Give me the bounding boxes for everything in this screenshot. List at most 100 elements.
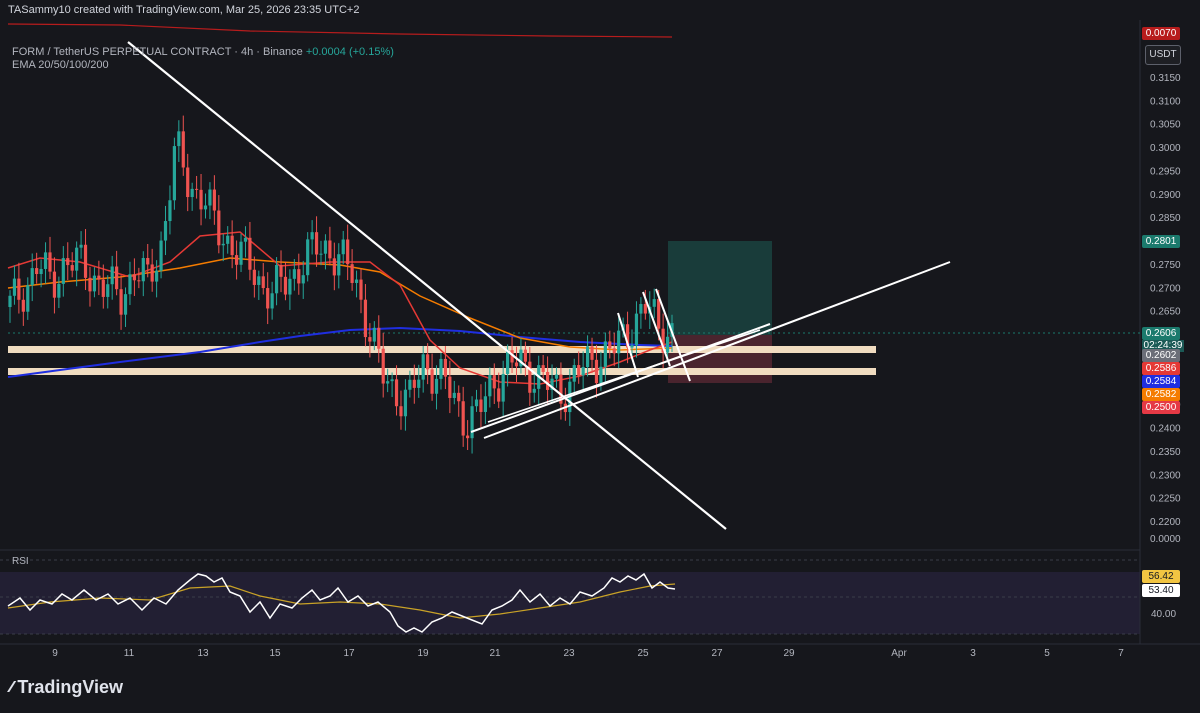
price-axis[interactable]: 0.3150 0.3100 0.3050 0.3000 0.2950 0.2900 0.28… <box>1150 73 1181 545</box>
price-tag-stop: 0.2500 <box>1142 401 1180 414</box>
flag-line-1[interactable] <box>617 312 639 378</box>
candle-body <box>359 279 363 300</box>
candle-body <box>541 365 545 372</box>
candle-body <box>101 279 105 297</box>
currency-button[interactable]: USDT <box>1145 45 1181 65</box>
candle-body <box>279 265 283 277</box>
time-tick: 11 <box>124 648 135 659</box>
candle-body <box>368 337 372 342</box>
candle-body <box>363 299 368 338</box>
candle-body <box>599 366 603 384</box>
candle-body <box>514 362 519 367</box>
candle-body <box>426 354 430 370</box>
candle-body <box>119 289 123 315</box>
candle-body <box>288 278 292 295</box>
price-tick: 0.2400 <box>1150 424 1181 435</box>
candle-body <box>417 379 421 388</box>
candle-body <box>354 279 359 283</box>
rsi-ma-line <box>7 583 676 619</box>
candle-body <box>381 348 385 384</box>
price-tick: 0.2850 <box>1150 213 1181 224</box>
time-tick: 13 <box>197 648 209 659</box>
rsi-value-tag: 53.40 <box>1142 584 1180 597</box>
time-axis[interactable]: 9 11 13 15 17 19 21 23 25 27 29 Apr 3 5 7 <box>52 648 1124 659</box>
candle-body <box>186 167 190 198</box>
candle-body <box>492 375 496 389</box>
time-tick: 7 <box>1118 648 1124 659</box>
price-tag-ema-orange: 0.2582 <box>1142 388 1180 401</box>
ema-indicator-legend[interactable]: EMA 20/50/100/200 <box>12 59 109 71</box>
time-tick: 3 <box>970 648 976 659</box>
price-tick: 0.0000 <box>1150 534 1181 545</box>
candle-body <box>457 392 461 402</box>
rsi-legend[interactable]: RSI <box>12 556 29 567</box>
candle-body <box>550 378 554 390</box>
candle-body <box>314 232 319 255</box>
candle-body <box>328 240 332 259</box>
candle-body <box>199 189 203 210</box>
candle-body <box>483 396 487 412</box>
time-tick: 17 <box>343 648 355 659</box>
candle-body <box>372 327 376 342</box>
candle-body <box>270 293 274 309</box>
candle-body <box>612 348 616 354</box>
candle-body <box>332 258 336 276</box>
descending-trendline[interactable] <box>127 41 727 530</box>
ascending-trendline-2[interactable] <box>487 329 761 423</box>
candle-body <box>559 374 563 404</box>
time-tick: 27 <box>711 648 723 659</box>
flag-line-3[interactable] <box>655 288 691 382</box>
price-tick: 0.2200 <box>1150 517 1181 528</box>
candle-body <box>168 200 172 222</box>
candle-body <box>479 399 483 412</box>
candle-body <box>128 274 132 295</box>
target-zone[interactable] <box>668 241 772 335</box>
rsi-ma-value-tag: 56.42 <box>1142 570 1180 583</box>
candle-body <box>52 271 57 298</box>
candle-body <box>617 330 621 354</box>
candle-body <box>177 131 181 147</box>
symbol-legend[interactable]: FORM / TetherUS PERPETUAL CONTRACT · 4h … <box>12 46 394 58</box>
candle-body <box>48 252 52 272</box>
candle-body <box>643 304 647 314</box>
candle-body <box>301 275 305 284</box>
candle-body <box>532 388 536 393</box>
time-tick: 25 <box>637 648 649 659</box>
price-tick: 0.2950 <box>1150 166 1181 177</box>
ascending-trendline-long[interactable] <box>483 261 951 439</box>
time-tick: 15 <box>269 648 281 659</box>
flag-line-2[interactable] <box>642 291 671 367</box>
support-zone-upper[interactable] <box>8 346 876 353</box>
candle-body <box>394 379 399 407</box>
price-tag-ema-grey: 0.2602 <box>1142 349 1180 362</box>
candle-body <box>665 336 670 353</box>
candle-body <box>554 374 559 379</box>
candle-body <box>448 376 452 398</box>
ema-200-line <box>7 326 673 378</box>
candle-body <box>35 268 39 275</box>
candle-body <box>141 257 145 282</box>
candle-body <box>466 435 470 439</box>
tradingview-logo[interactable]: ⁄⁄ TradingView <box>10 677 123 698</box>
candle-body <box>137 280 141 282</box>
candle-body <box>461 401 465 436</box>
price-tag-last-price: 0.2606 <box>1142 327 1180 340</box>
candle-body <box>61 258 65 284</box>
candlestick-series <box>8 115 674 454</box>
rsi-tick: 40.00 <box>1151 609 1177 620</box>
candle-body <box>497 388 501 402</box>
candle-body <box>434 378 439 394</box>
candle-body <box>594 359 599 384</box>
candle-body <box>97 275 101 280</box>
candle-body <box>261 276 265 289</box>
price-tag-ema-red: 0.2586 <box>1142 362 1180 375</box>
candle-body <box>181 131 185 168</box>
symbol-title: FORM / TetherUS PERPETUAL CONTRACT · 4h … <box>12 46 303 58</box>
candle-body <box>252 269 256 285</box>
rsi-line <box>7 572 676 633</box>
candle-body <box>292 269 296 279</box>
candle-body <box>190 188 194 198</box>
candle-body <box>630 345 634 348</box>
candle-body <box>310 232 314 240</box>
